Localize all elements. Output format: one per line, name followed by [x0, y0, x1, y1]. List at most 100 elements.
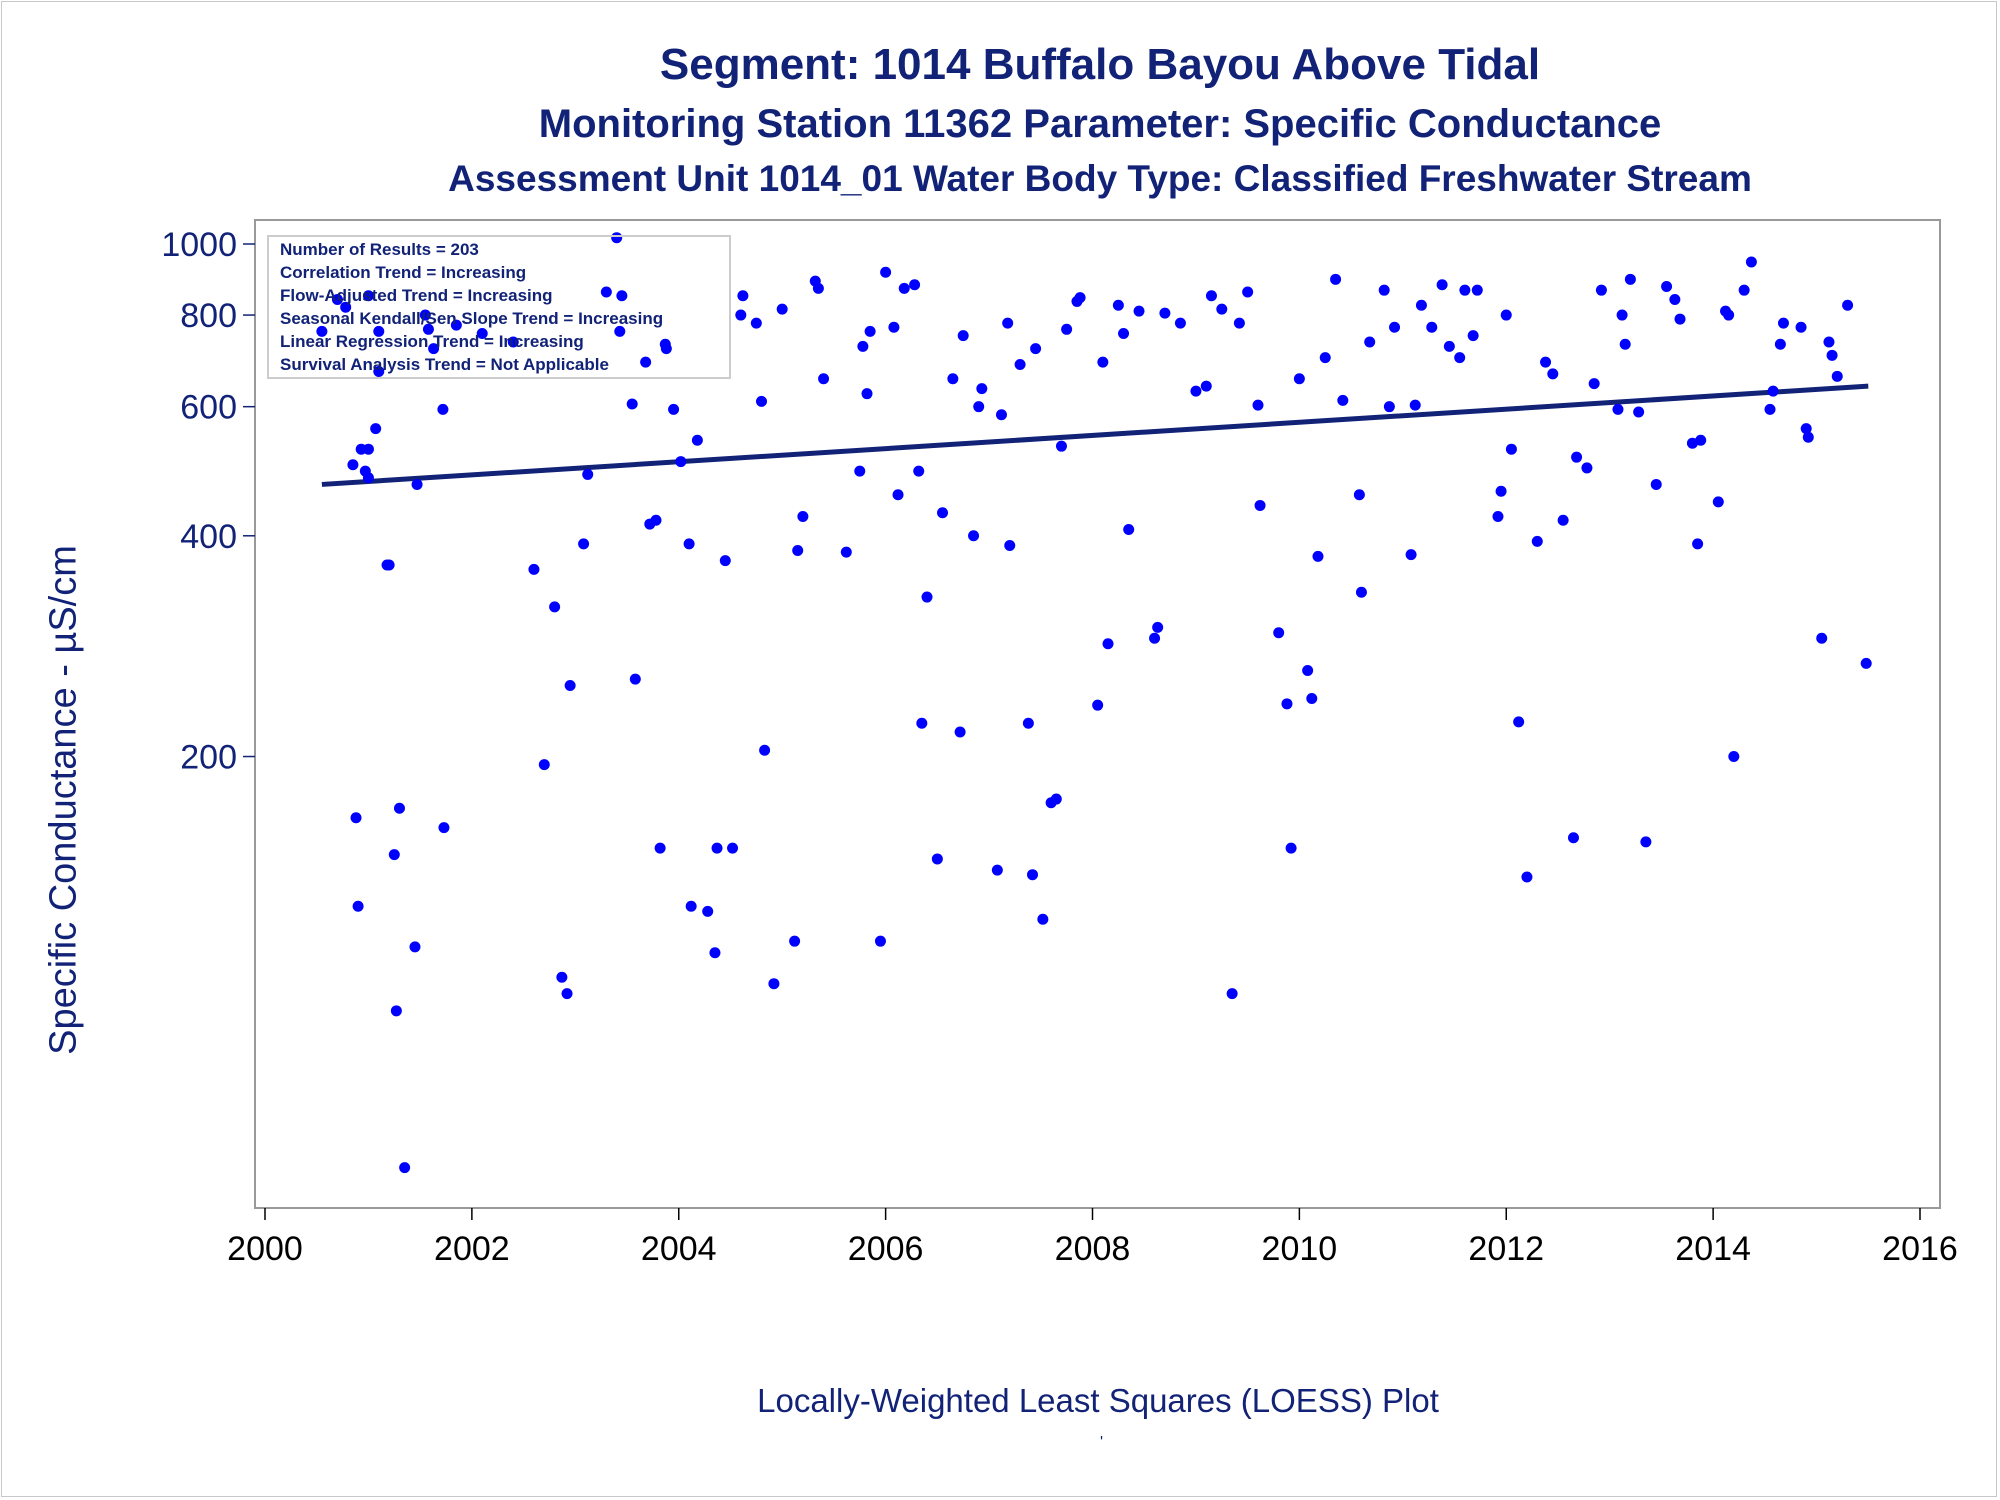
data-point: [1405, 549, 1417, 561]
data-point: [691, 434, 703, 446]
data-point: [668, 403, 680, 415]
data-point: [702, 905, 714, 917]
data-point: [1355, 586, 1367, 598]
data-point: [957, 330, 969, 342]
data-point: [1174, 317, 1186, 329]
data-point: [1745, 256, 1757, 268]
data-point: [1547, 368, 1559, 380]
data-point: [1764, 403, 1776, 415]
data-point: [1061, 323, 1073, 335]
data-point: [582, 468, 594, 480]
data-point: [383, 559, 395, 571]
trend-line-layer: [321, 383, 1869, 487]
data-point: [1588, 378, 1600, 390]
data-point: [937, 507, 949, 519]
data-point: [1492, 510, 1504, 522]
legend: Number of Results = 203 Correlation Trend…: [267, 235, 731, 379]
data-point: [362, 443, 374, 455]
data-point: [727, 842, 739, 854]
data-point: [1252, 399, 1264, 411]
data-point: [898, 282, 910, 294]
footer-mark: ': [1100, 1434, 1104, 1451]
data-point: [450, 319, 462, 331]
data-point: [756, 395, 767, 407]
data-point: [1426, 321, 1438, 333]
data-point: [1242, 286, 1254, 298]
data-point: [1312, 550, 1324, 562]
data-point: [685, 900, 697, 912]
data-point: [1738, 284, 1750, 296]
data-point: [578, 538, 590, 550]
data-point: [1692, 538, 1704, 550]
data-point: [1567, 832, 1579, 844]
data-point: [1027, 869, 1039, 881]
data-point: [1826, 349, 1838, 361]
data-point: [629, 673, 641, 685]
data-point: [1205, 290, 1217, 302]
data-point: [1728, 751, 1740, 763]
data-point: [1092, 699, 1104, 711]
data-point: [1353, 489, 1365, 501]
data-point: [675, 456, 687, 468]
data-point: [1123, 523, 1135, 535]
data-point: [709, 947, 721, 959]
y-tick-label: 600: [180, 389, 237, 427]
data-point: [683, 538, 695, 550]
data-point: [626, 398, 638, 410]
data-point: [1102, 638, 1114, 650]
data-point: [1319, 352, 1331, 364]
axes: 2000 2002 2004 2006 2008 2010 2012 2014 2016 200 4…: [161, 219, 1958, 1268]
data-point: [350, 812, 362, 824]
data-point: [561, 988, 573, 1000]
data-point: [1800, 423, 1812, 435]
data-point: [600, 286, 612, 298]
y-tick-label: 800: [180, 297, 237, 335]
data-point: [1661, 281, 1673, 293]
data-point: [373, 325, 385, 337]
data-point: [1030, 343, 1042, 355]
data-point: [1409, 399, 1421, 411]
data-point: [1337, 394, 1349, 406]
data-point: [921, 591, 933, 603]
data-point: [1521, 871, 1533, 883]
data-point: [947, 373, 959, 385]
data-point: [1571, 451, 1583, 463]
data-point: [640, 356, 652, 368]
legend-entry: Linear Regression Trend = Increasing: [280, 332, 584, 351]
data-point: [1014, 358, 1026, 370]
data-point: [437, 403, 449, 415]
data-point: [1495, 485, 1507, 497]
x-tick-label: 2010: [1262, 1230, 1338, 1268]
legend-entry: Flow-Adjusted Trend = Increasing: [280, 286, 553, 305]
data-point: [549, 601, 561, 613]
x-axis-label: Locally-Weighted Least Squares (LOESS) P…: [757, 1382, 1439, 1419]
data-point: [854, 465, 866, 477]
data-point: [812, 282, 824, 294]
data-point: [390, 1005, 402, 1017]
data-point: [1802, 431, 1814, 443]
data-point: [1616, 309, 1628, 321]
data-point: [776, 303, 788, 315]
data-point: [352, 900, 364, 912]
data-point: [1505, 443, 1517, 455]
data-point: [1055, 440, 1067, 452]
x-tick-label: 2006: [848, 1230, 924, 1268]
data-point: [864, 325, 876, 337]
data-point: [616, 290, 628, 302]
data-point: [1226, 988, 1238, 1000]
data-point: [735, 309, 747, 321]
data-point: [1777, 317, 1789, 329]
chart-subtitle: Monitoring Station 11362 Parameter: Spec…: [538, 102, 1662, 146]
data-point: [1285, 842, 1297, 854]
data-point: [1669, 294, 1681, 306]
data-point: [750, 317, 762, 329]
data-point: [768, 978, 780, 990]
data-point: [1595, 284, 1607, 296]
data-point: [1159, 307, 1171, 319]
data-point: [1281, 698, 1293, 710]
data-point: [818, 373, 830, 385]
data-point: [1816, 632, 1828, 644]
data-point: [991, 864, 1003, 876]
